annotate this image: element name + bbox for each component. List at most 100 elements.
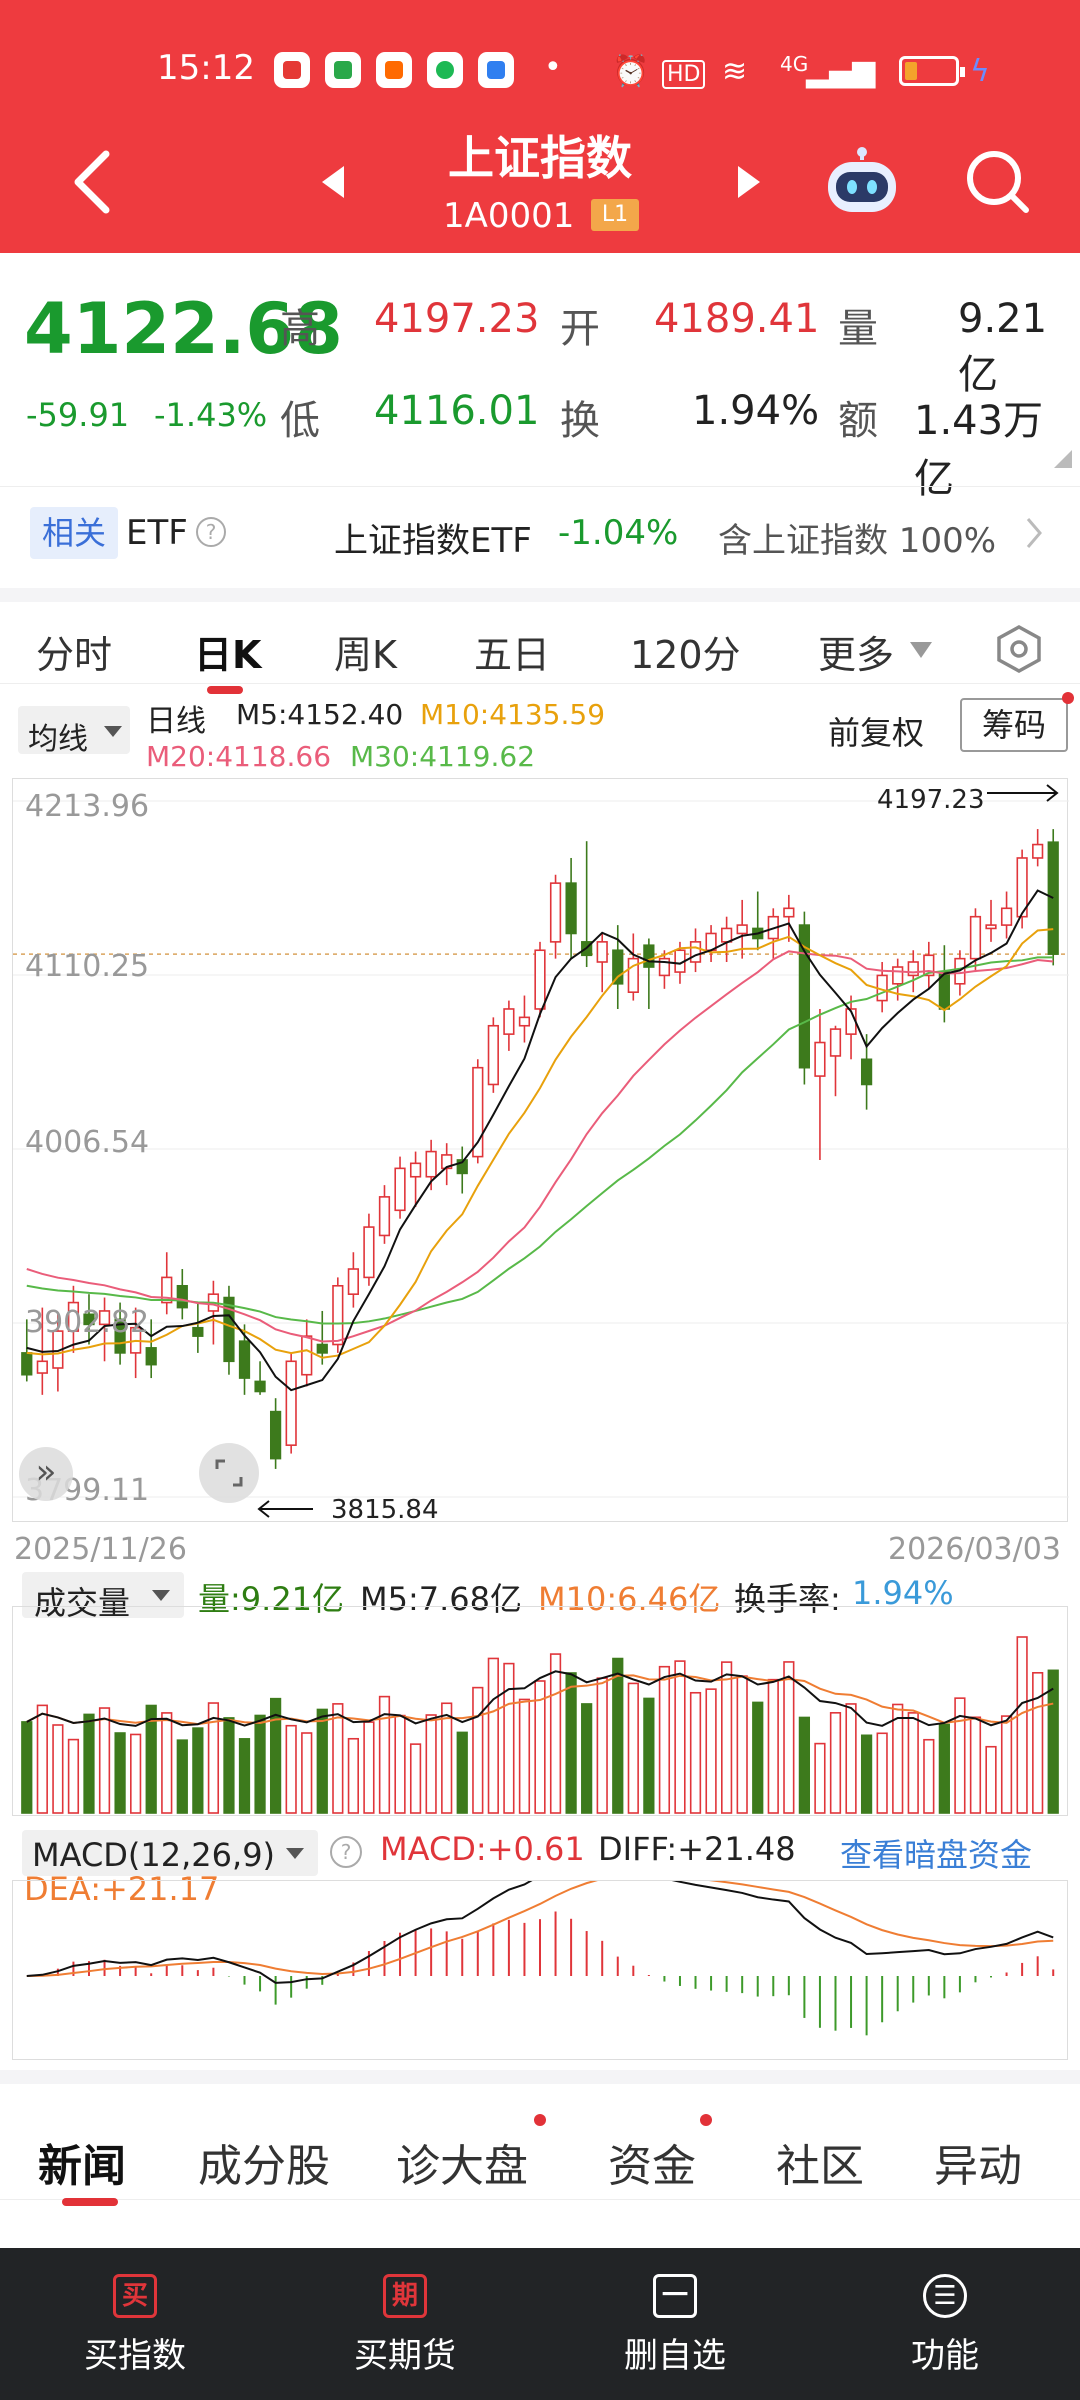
prev-stock-icon[interactable] xyxy=(318,164,348,200)
dea-line xyxy=(26,1873,1054,1977)
tab-news[interactable]: 新闻 xyxy=(38,2141,126,2192)
remove-watchlist-button[interactable]: 一 删自选 xyxy=(540,2248,810,2400)
tab-anomaly[interactable]: 异动 xyxy=(934,2141,1022,2192)
functions-button[interactable]: ☰ 功能 xyxy=(810,2248,1080,2400)
candle xyxy=(176,1284,188,1309)
toutiao-notification-icon xyxy=(274,52,310,88)
info-tabs: 新闻 成分股 诊大盘 资金 社区 异动 xyxy=(0,2070,1080,2206)
tab-five-day[interactable]: 五日 xyxy=(474,633,551,677)
search-icon[interactable] xyxy=(962,146,1032,218)
expand-corner-icon[interactable] xyxy=(1054,450,1072,468)
volume-bar xyxy=(752,1701,764,1814)
macd-title: MACD(12,26,9) xyxy=(32,1836,276,1874)
volume-bar xyxy=(487,1657,499,1814)
low-value: 4116.01 xyxy=(374,388,540,434)
candle xyxy=(860,1058,873,1086)
amount-value: 1.43万亿 xyxy=(914,398,1044,502)
volume-title: 成交量 xyxy=(34,1584,131,1622)
related-etf-bar[interactable]: 相关 ETF ? 上证指数ETF -1.04% 含上证指数 100% xyxy=(0,486,1080,576)
y-tick-label: 4006.54 xyxy=(25,1125,150,1160)
volume-bar xyxy=(52,1724,64,1814)
ma20-value: M20:4118.66 xyxy=(146,740,332,773)
candle xyxy=(503,1008,515,1035)
volume-bar xyxy=(130,1733,142,1814)
stock-code: 1A0001 xyxy=(443,196,575,236)
fullscreen-icon[interactable] xyxy=(199,1443,259,1503)
tab-diagnosis[interactable]: 诊大盘 xyxy=(396,2141,528,2192)
period-label: 日线 xyxy=(146,704,206,739)
volume-bar xyxy=(845,1703,857,1814)
candle xyxy=(798,924,811,1069)
settings-hexagon-icon[interactable] xyxy=(994,624,1044,674)
volume-chart[interactable] xyxy=(12,1606,1068,1816)
tab-weekly-k[interactable]: 周K xyxy=(334,633,397,677)
back-arrow-icon[interactable] xyxy=(70,150,114,214)
volume-bar xyxy=(860,1734,873,1814)
menu-icon: ☰ xyxy=(923,2274,967,2318)
volume-bar xyxy=(1032,1672,1044,1814)
open-value: 4189.41 xyxy=(654,296,820,342)
tab-constituents[interactable]: 成分股 xyxy=(198,2141,330,2192)
volume-bar xyxy=(207,1702,220,1814)
minus-icon: 一 xyxy=(653,2274,697,2318)
volume-bar xyxy=(814,1742,826,1814)
help-icon[interactable]: ? xyxy=(196,517,226,547)
adjust-option[interactable]: 前复权 xyxy=(828,714,925,752)
next-stock-icon[interactable] xyxy=(734,164,764,200)
tab-120min[interactable]: 120分 xyxy=(630,633,741,677)
volume-bar xyxy=(67,1738,80,1814)
indicator-selector-macd[interactable]: MACD(12,26,9) xyxy=(22,1830,318,1876)
kline-chart[interactable]: 4213.96 4110.25 4006.54 3902.82 3799.11 … xyxy=(12,778,1069,1525)
chips-button[interactable]: 筹码 xyxy=(960,698,1068,752)
active-tab-indicator xyxy=(207,686,243,694)
robot-assistant-icon[interactable] xyxy=(822,146,902,218)
buy-futures-button[interactable]: 期 买期货 xyxy=(270,2248,540,2400)
tab-more[interactable]: 更多 xyxy=(818,633,895,677)
candle xyxy=(1032,843,1044,859)
candle xyxy=(1016,857,1028,918)
candle xyxy=(549,882,562,943)
volume-bar xyxy=(969,1716,982,1814)
app-notification-icon xyxy=(427,52,463,88)
volume-bar xyxy=(316,1708,328,1814)
volume-bar xyxy=(829,1712,842,1814)
volume-ma5-line xyxy=(26,1670,1054,1727)
low-label: 低 xyxy=(280,398,320,444)
high-value: 4197.23 xyxy=(374,296,540,342)
dark-pool-link[interactable]: 查看暗盘资金 xyxy=(840,1836,1033,1874)
tab-intraday[interactable]: 分时 xyxy=(36,633,113,677)
page-title: 上证指数 xyxy=(448,131,632,185)
high-label: 高 xyxy=(280,306,320,352)
candle xyxy=(736,924,748,935)
volume-chart-svg xyxy=(21,1636,1059,1814)
active-tab-indicator xyxy=(62,2198,118,2206)
help-icon[interactable]: ? xyxy=(330,1836,362,1868)
scroll-left-icon[interactable]: » xyxy=(19,1447,73,1501)
tab-funds[interactable]: 资金 xyxy=(608,2141,696,2192)
volume-bar xyxy=(332,1703,344,1814)
volume-bar xyxy=(674,1660,686,1814)
ma30-value: M30:4119.62 xyxy=(350,740,536,773)
volume-bar xyxy=(954,1697,966,1814)
volume-bar xyxy=(907,1712,919,1814)
buy-futures-label: 买期货 xyxy=(354,2336,456,2376)
candle xyxy=(332,1284,344,1346)
volume-m10: M10:6.46亿 xyxy=(538,1580,721,1618)
ma-selector[interactable]: 均线 xyxy=(18,706,130,757)
end-date: 2026/03/03 xyxy=(888,1532,1061,1567)
volume-m5: M5:7.68亿 xyxy=(360,1580,523,1618)
candle xyxy=(596,941,608,963)
macd-chart-svg xyxy=(26,1859,1055,2036)
tab-community[interactable]: 社区 xyxy=(776,2141,864,2192)
candle xyxy=(829,1028,842,1057)
tab-daily-k[interactable]: 日K xyxy=(194,633,262,677)
candle xyxy=(83,1313,95,1326)
candle xyxy=(721,927,733,943)
macd-chart[interactable] xyxy=(12,1859,1068,2060)
indicator-selector-volume[interactable]: 成交量 xyxy=(22,1572,184,1622)
macd-value: MACD:+0.61 xyxy=(380,1830,585,1868)
volume-bar xyxy=(145,1704,157,1814)
related-tag: 相关 xyxy=(30,507,118,559)
buy-index-button[interactable]: 买 买指数 xyxy=(0,2248,270,2400)
more-notifications-icon: • xyxy=(544,50,562,85)
